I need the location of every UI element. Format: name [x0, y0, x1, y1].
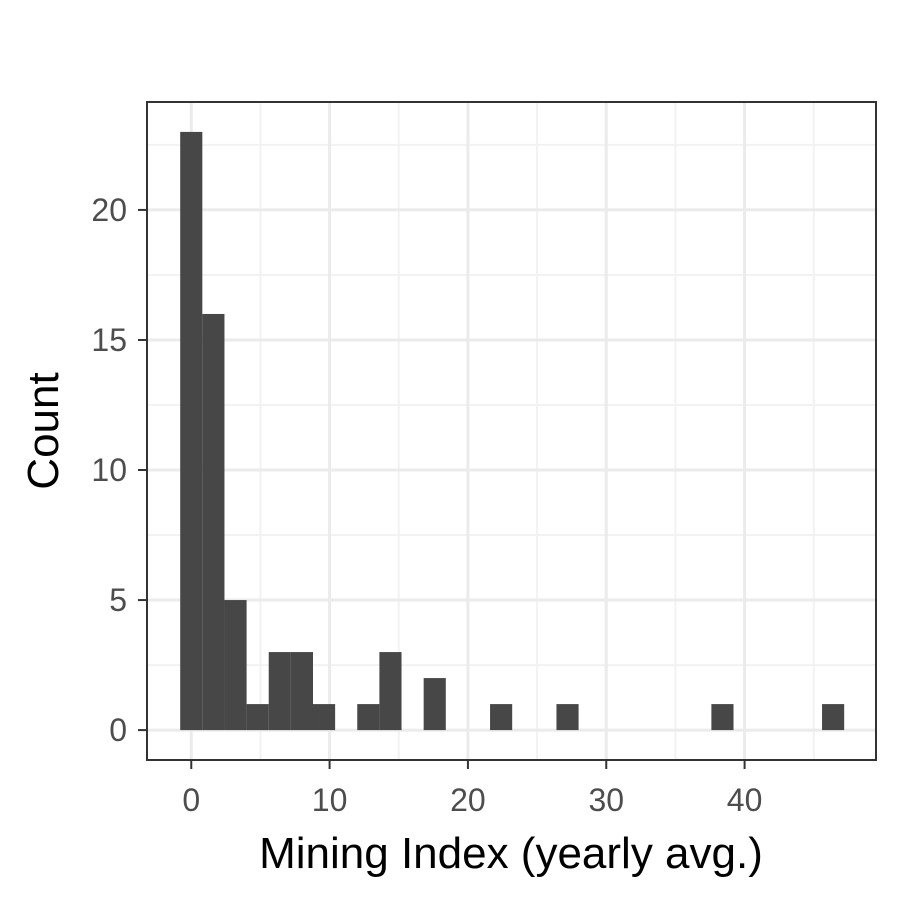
- histogram-bar: [711, 704, 734, 731]
- y-tick-label: 0: [109, 712, 127, 748]
- x-axis-title: Mining Index (yearly avg.): [259, 829, 763, 878]
- histogram-bar: [357, 704, 380, 731]
- y-axis: 0 5 10 15 20: [91, 192, 147, 748]
- panel-background: [147, 102, 876, 760]
- histogram-bar: [290, 652, 313, 731]
- histogram-bar: [246, 704, 269, 731]
- y-axis-title: Count: [19, 372, 68, 489]
- y-tick-label: 10: [91, 452, 127, 488]
- y-tick-label: 15: [91, 322, 127, 358]
- histogram-bar: [490, 704, 513, 731]
- histogram-bar: [180, 131, 203, 731]
- x-tick-label: 30: [588, 782, 624, 818]
- x-tick-label: 10: [312, 782, 348, 818]
- histogram-bar: [556, 704, 579, 731]
- histogram-bar: [268, 652, 291, 731]
- histogram-bar: [312, 704, 336, 731]
- x-tick-label: 0: [182, 782, 200, 818]
- x-tick-label: 40: [727, 782, 763, 818]
- x-tick-label: 20: [450, 782, 486, 818]
- histogram-bar: [202, 313, 225, 731]
- histogram-bar: [224, 600, 247, 731]
- minor-grid: [147, 102, 876, 760]
- histogram-bar: [423, 678, 446, 731]
- y-tick-label: 20: [91, 192, 127, 228]
- y-tick-label: 5: [109, 582, 127, 618]
- histogram-bars: [180, 131, 845, 731]
- histogram-bar: [822, 704, 845, 731]
- x-axis: 0 10 20 30 40: [182, 760, 762, 818]
- histogram-bar: [379, 652, 402, 731]
- panel-border: [146, 101, 877, 761]
